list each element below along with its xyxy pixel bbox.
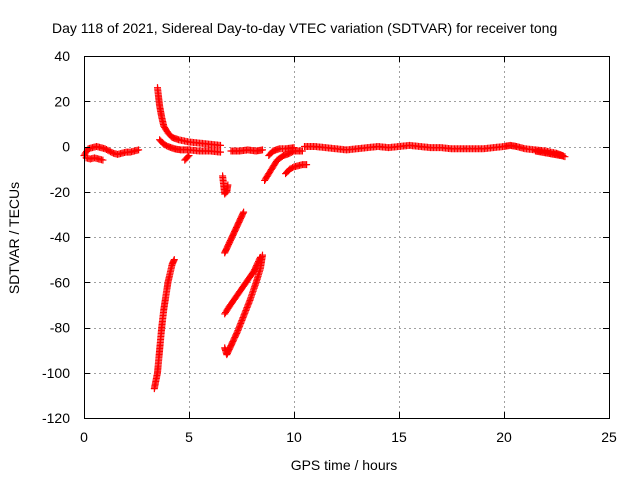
series-tail-b bbox=[532, 147, 569, 161]
axis-ticks bbox=[84, 56, 610, 419]
data-point bbox=[259, 146, 266, 154]
y-tick-label: -120 bbox=[42, 410, 70, 426]
y-tick-label: 20 bbox=[54, 93, 70, 109]
data-point bbox=[303, 161, 311, 169]
x-axis-title: GPS time / hours bbox=[291, 457, 398, 473]
data-point bbox=[298, 147, 306, 155]
data-point bbox=[185, 152, 193, 160]
series-tail-a bbox=[181, 152, 193, 164]
x-tick-label: 15 bbox=[391, 429, 407, 445]
x-tick-label: 20 bbox=[496, 429, 512, 445]
x-tick-label: 0 bbox=[80, 429, 88, 445]
data-point bbox=[135, 146, 143, 154]
data-point bbox=[561, 153, 569, 161]
series-mid-track bbox=[156, 136, 224, 156]
y-tick-labels: 40 20 0 -20 -40 -60 -80 -100 -120 bbox=[42, 48, 70, 426]
y-axis-title: SDTVAR / TECUs bbox=[6, 182, 22, 294]
y-tick-label: -20 bbox=[50, 184, 70, 200]
data-point bbox=[290, 144, 298, 152]
chart-title: Day 118 of 2021, Sidereal Day-to-day VTE… bbox=[52, 20, 557, 36]
data-point bbox=[224, 181, 232, 189]
x-tick-label: 10 bbox=[286, 429, 302, 445]
series-scatter-a bbox=[219, 172, 232, 198]
y-tick-label: -40 bbox=[50, 229, 70, 245]
y-tick-label: 40 bbox=[54, 48, 70, 64]
series-recovery-upper bbox=[265, 144, 298, 160]
data-point bbox=[170, 256, 178, 264]
data-point bbox=[259, 251, 266, 259]
series-spike-decay bbox=[154, 84, 224, 149]
series-recovery bbox=[261, 147, 306, 184]
y-tick-label: -80 bbox=[50, 320, 70, 336]
data-point bbox=[99, 156, 107, 164]
y-tick-label: -60 bbox=[50, 274, 70, 290]
data-point bbox=[240, 208, 248, 216]
series-drop-a bbox=[150, 256, 178, 393]
x-tick-label: 25 bbox=[601, 429, 617, 445]
x-tick-labels: 0 5 10 15 20 25 bbox=[80, 429, 617, 445]
series-ramp-b bbox=[221, 208, 248, 257]
series-mid-flat bbox=[227, 146, 266, 155]
data-point bbox=[217, 141, 224, 149]
y-tick-label: 0 bbox=[62, 139, 70, 155]
series-early-lower bbox=[82, 154, 107, 164]
series-recovery-lower bbox=[282, 161, 311, 178]
data-points bbox=[80, 84, 569, 393]
series-ramp-d bbox=[221, 251, 266, 359]
x-tick-label: 5 bbox=[185, 429, 193, 445]
data-point bbox=[217, 148, 224, 156]
data-point bbox=[184, 153, 192, 161]
grid bbox=[84, 56, 609, 418]
y-tick-label: -100 bbox=[42, 365, 70, 381]
